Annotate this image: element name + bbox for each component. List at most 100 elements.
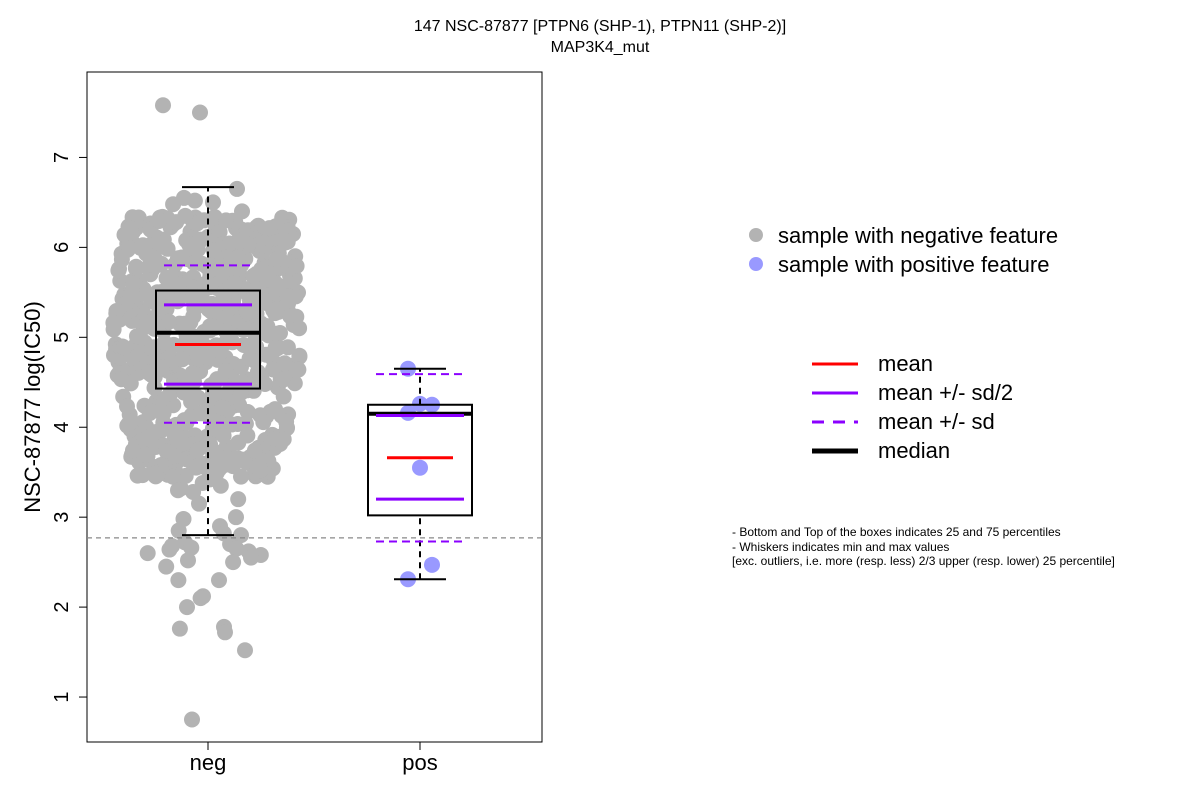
legend-mean-label: mean bbox=[878, 351, 934, 376]
legend-negative-marker bbox=[749, 228, 763, 242]
negative-sample-point bbox=[232, 232, 249, 249]
negative-sample-point bbox=[119, 398, 135, 415]
negative-sample-point bbox=[202, 277, 219, 294]
negative-sample-point bbox=[128, 258, 145, 275]
negative-sample-point bbox=[189, 458, 206, 475]
negative-sample-point bbox=[139, 545, 156, 562]
negative-sample-point bbox=[192, 104, 208, 121]
negative-sample-point bbox=[141, 405, 158, 422]
negative-sample-point bbox=[190, 389, 207, 406]
y-tick-label: 3 bbox=[51, 512, 73, 523]
negative-sample-point bbox=[116, 339, 132, 356]
negative-sample-point bbox=[149, 284, 166, 301]
negative-sample-point bbox=[184, 711, 200, 728]
negative-sample-point bbox=[147, 465, 164, 482]
negative-sample-point bbox=[223, 416, 240, 433]
y-tick-label: 5 bbox=[51, 332, 73, 343]
negative-sample-point bbox=[205, 443, 222, 460]
chart-title: 147 NSC-87877 [PTPN6 (SHP-1), PTPN11 (SH… bbox=[413, 18, 787, 35]
negative-sample-point bbox=[246, 442, 263, 459]
chart-subtitle: MAP3K4_mut bbox=[550, 39, 650, 56]
negative-sample-point bbox=[155, 97, 171, 114]
negative-sample-point bbox=[291, 320, 308, 337]
negative-sample-point bbox=[177, 207, 194, 224]
negative-sample-point bbox=[228, 540, 245, 557]
negative-sample-point bbox=[181, 236, 197, 253]
negative-sample-cloud bbox=[105, 208, 308, 485]
negative-sample-point bbox=[268, 251, 285, 268]
negative-sample-point bbox=[138, 314, 155, 331]
negative-sample-point bbox=[158, 443, 175, 459]
negative-sample-point bbox=[233, 384, 249, 401]
negative-sample-point bbox=[268, 325, 285, 342]
y-axis-label: NSC-87877 log(IC50) bbox=[20, 301, 45, 513]
negative-sample-point bbox=[105, 314, 122, 331]
negative-sample-point bbox=[186, 365, 203, 382]
negative-sample-point bbox=[129, 328, 145, 345]
negative-sample-point bbox=[278, 413, 295, 430]
negative-sample-point bbox=[142, 256, 159, 273]
x-tick-label: pos bbox=[402, 750, 437, 775]
plot-frame bbox=[86, 71, 543, 743]
negative-sample-point bbox=[216, 288, 232, 304]
negative-sample-point bbox=[211, 572, 227, 589]
negative-sample-point bbox=[171, 620, 188, 637]
negative-sample-point bbox=[189, 347, 206, 364]
note-outliers: [exc. outliers, i.e. more (resp. less) 2… bbox=[732, 554, 1115, 568]
negative-sample-point bbox=[170, 572, 187, 589]
y-tick-label: 2 bbox=[51, 602, 73, 613]
legend-negative-label: sample with negative feature bbox=[778, 223, 1059, 248]
negative-sample-point bbox=[205, 242, 222, 259]
negative-sample-point bbox=[165, 468, 181, 485]
negative-sample-point bbox=[176, 412, 193, 429]
note-percentiles: - Bottom and Top of the boxes indicates … bbox=[732, 525, 1061, 539]
negative-sample-point bbox=[152, 421, 169, 438]
negative-sample-point bbox=[217, 624, 233, 641]
negative-sample-point bbox=[282, 308, 299, 325]
negative-sample-point bbox=[275, 431, 292, 448]
negative-sample-point bbox=[179, 599, 195, 616]
legend-positive-label: sample with positive feature bbox=[778, 252, 1050, 277]
legend-mean-sd2-label: mean +/- sd/2 bbox=[878, 380, 1014, 405]
negative-sample-point bbox=[265, 361, 281, 378]
negative-sample-point bbox=[121, 240, 138, 256]
negative-sample-point bbox=[136, 239, 153, 256]
negative-sample-point bbox=[217, 363, 234, 380]
negative-sample-point bbox=[151, 235, 168, 252]
negative-sample-point bbox=[230, 249, 246, 266]
y-tick-label: 1 bbox=[51, 691, 73, 702]
negative-sample-point bbox=[200, 408, 217, 425]
negative-sample-point bbox=[276, 355, 293, 372]
negative-sample-point bbox=[151, 212, 167, 229]
negative-sample-point bbox=[291, 348, 308, 365]
negative-sample-point bbox=[288, 258, 305, 274]
negative-sample-point bbox=[230, 491, 247, 508]
negative-sample-point bbox=[156, 334, 173, 351]
negative-sample-point bbox=[279, 288, 296, 305]
negative-sample-point bbox=[176, 315, 193, 332]
negative-sample-point bbox=[214, 399, 231, 416]
negative-sample-point bbox=[239, 427, 256, 444]
y-tick-label: 6 bbox=[51, 242, 73, 253]
negative-sample-point bbox=[191, 495, 207, 512]
negative-sample-point bbox=[173, 249, 190, 266]
negative-sample-point bbox=[160, 269, 177, 286]
negative-sample-point bbox=[225, 554, 242, 571]
legend-positive-marker bbox=[749, 257, 763, 271]
negative-sample-point bbox=[218, 212, 234, 229]
negative-sample-point bbox=[161, 313, 177, 330]
positive-sample-point bbox=[424, 556, 440, 573]
negative-sample-point bbox=[145, 368, 162, 385]
negative-sample-point bbox=[174, 351, 191, 368]
negative-sample-point bbox=[180, 552, 196, 569]
negative-sample-point bbox=[124, 284, 141, 301]
negative-sample-point bbox=[113, 371, 130, 388]
negative-sample-point bbox=[234, 203, 250, 220]
negative-sample-point bbox=[267, 339, 284, 356]
negative-sample-point bbox=[185, 286, 202, 303]
negative-sample-point bbox=[241, 350, 258, 367]
negative-sample-point bbox=[122, 220, 139, 237]
negative-sample-point bbox=[189, 441, 206, 458]
negative-samples bbox=[139, 97, 269, 728]
